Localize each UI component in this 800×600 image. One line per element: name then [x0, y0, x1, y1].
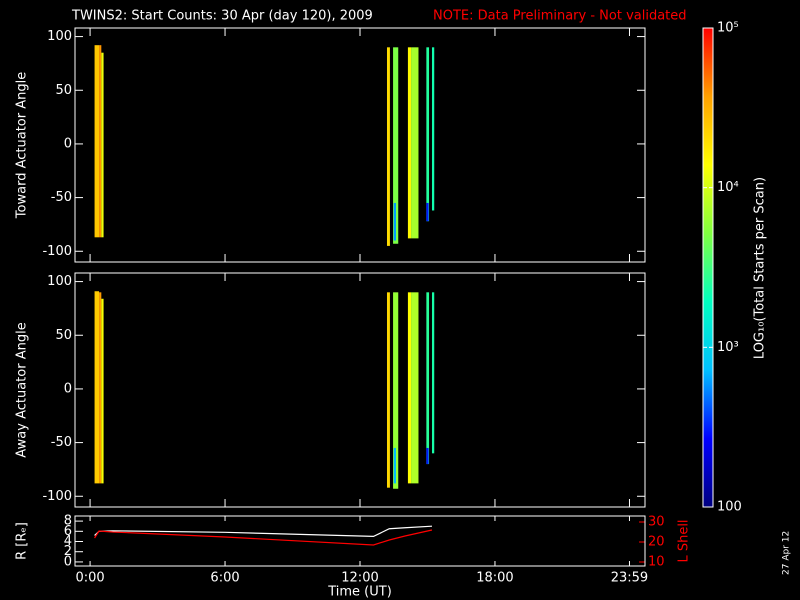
- x-tick-label: 12:00: [341, 571, 378, 586]
- x-tick-label: 6:00: [210, 571, 239, 586]
- date-stamp: 27 Apr 12: [782, 531, 792, 575]
- plot-area: [94, 45, 435, 246]
- cell: [426, 47, 430, 222]
- y2-axis-label: L Shell: [677, 519, 692, 562]
- y-tick-label: 100: [47, 274, 72, 289]
- x-tick-label: 0:00: [75, 571, 104, 586]
- cell: [407, 292, 412, 484]
- plot-area: [94, 525, 433, 546]
- colorbar-tick-label: 10⁴: [717, 180, 739, 195]
- cell: [94, 45, 100, 238]
- y-tick-label: 0: [64, 136, 72, 151]
- cell: [411, 292, 419, 484]
- colorbar-tick-label: 100: [717, 500, 742, 515]
- panel: -100 -50 0 50 100 Away Actuator Angle: [15, 272, 646, 508]
- note: NOTE: Data Preliminary - Not validated: [433, 9, 687, 24]
- y-tick-label: 50: [55, 83, 72, 98]
- cell: [386, 292, 390, 488]
- y-tick-label: -100: [42, 489, 72, 504]
- cell: [99, 292, 102, 484]
- y-axis-label: R [Rₑ]: [15, 522, 30, 560]
- cell: [426, 292, 430, 465]
- y-tick-label: 8: [64, 514, 72, 529]
- y-axis-label: Toward Actuator Angle: [15, 72, 30, 219]
- y-tick-label: 4: [64, 534, 72, 549]
- cell: [101, 52, 104, 238]
- colorbar-tick-label: 10⁵: [717, 21, 739, 36]
- y-tick-label: -100: [42, 244, 72, 259]
- x-axis-label: Time (UT): [327, 585, 392, 600]
- colorbar-label: LOG₁₀(Total Starts per Scan): [753, 177, 768, 359]
- cell: [94, 291, 100, 484]
- x-tick-label: 23:59: [611, 571, 648, 586]
- colorbar-tick-label: 10³: [717, 340, 739, 355]
- chart-title: TWINS2: Start Counts: 30 Apr (day 120), …: [71, 9, 373, 24]
- cell: [393, 447, 396, 484]
- cell: [411, 47, 419, 239]
- y2-tick-label: 30: [648, 515, 665, 530]
- plot-area: [94, 291, 435, 489]
- cell: [426, 447, 429, 465]
- y-tick-label: 2: [64, 544, 72, 559]
- cell: [431, 47, 435, 211]
- cell: [407, 47, 412, 239]
- cell: [386, 47, 390, 246]
- y-tick-label: 6: [64, 524, 72, 539]
- y-axis-label: Away Actuator Angle: [15, 322, 30, 457]
- cell: [431, 292, 435, 454]
- y-tick-label: 0: [64, 554, 72, 569]
- cell: [101, 298, 104, 484]
- panel: -100 -50 0 50 100 Toward Actuator Angle: [15, 27, 646, 263]
- y-tick-label: 50: [55, 328, 72, 343]
- y-tick-label: 100: [47, 29, 72, 44]
- line: [94, 529, 433, 546]
- cell: [99, 45, 102, 238]
- x-tick-label: 18:00: [476, 571, 513, 586]
- cell: [393, 47, 399, 244]
- cell: [393, 202, 396, 241]
- y-tick-label: 0: [64, 381, 72, 396]
- y2-tick-label: 10: [648, 555, 665, 570]
- y-tick-label: -50: [51, 190, 72, 205]
- colorbar: [702, 27, 714, 508]
- cell: [426, 202, 429, 222]
- y2-tick-label: 20: [648, 535, 665, 550]
- y-tick-label: -50: [51, 435, 72, 450]
- cell: [393, 292, 399, 489]
